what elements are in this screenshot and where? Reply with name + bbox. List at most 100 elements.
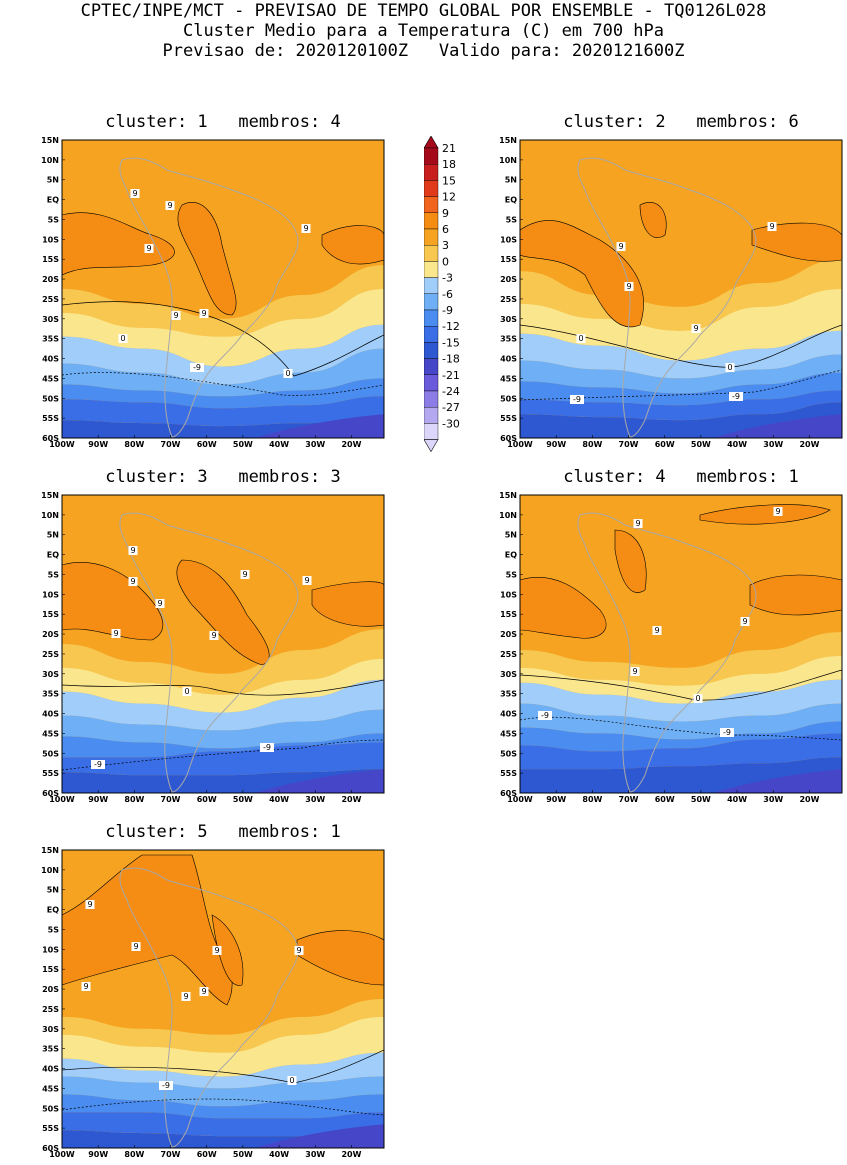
lat-tick-label: 40S (42, 710, 59, 719)
header-line-2: Cluster Medio para a Temperatura (C) em … (182, 21, 665, 41)
contour-label-box (570, 395, 584, 404)
map-svg: 15N 10N 5N EQ 5S 10S 15S 20S 25S 30S 35S 40S 45S 50S 5… (41, 491, 385, 804)
lon-tick-label: 90W (88, 795, 108, 804)
lat-tick-label: 35S (500, 335, 517, 344)
lon-tick-label: 20W (341, 1150, 361, 1159)
band--3 (62, 1052, 384, 1089)
contour-label-box (624, 282, 634, 291)
contour-label-box (720, 728, 734, 737)
contour-label-box (128, 546, 138, 555)
lon-tick-label: 30W (305, 795, 325, 804)
lon-tick-label: 90W (88, 440, 108, 449)
band--12 (62, 1112, 384, 1137)
lon-tick-label: 20W (341, 795, 361, 804)
cluster-2-map: 15N 10N 5N EQ 5S 10S 15S 20S 25S 30S 35S 40S 45S 50S 5… (490, 135, 847, 455)
lat-tick-label: 35S (42, 1045, 59, 1054)
lat-tick-label: 55S (42, 414, 59, 423)
band--9 (62, 1094, 384, 1119)
contour-label-box (131, 942, 141, 951)
lon-tick-label: 30W (763, 795, 783, 804)
band-minus-18 (713, 769, 842, 793)
contour-label-box (144, 244, 154, 253)
colorbar-label: -18 (442, 353, 460, 366)
lat-tick-label: 50S (42, 394, 59, 403)
colorbar-label: -27 (442, 401, 460, 414)
band--6 (62, 1076, 384, 1107)
colorbar-label: -3 (442, 272, 453, 285)
contour-label-box (118, 334, 128, 343)
colorbar-swatch (423, 147, 439, 165)
coastline (577, 157, 757, 438)
lon-tick-label: 90W (88, 1150, 108, 1159)
contour-label: 9 (775, 507, 780, 516)
colorbar-swatch (423, 342, 439, 359)
band-minus-18 (255, 769, 384, 793)
lon-tick-label: 90W (546, 440, 566, 449)
contour-label: 9 (742, 617, 747, 626)
lat-tick-label: 60S (42, 434, 59, 443)
contour-label: 9 (214, 946, 219, 955)
band--9 (62, 378, 384, 409)
lat-tick-label: 10N (499, 156, 517, 165)
contour-label-box (630, 667, 640, 676)
contour-label-box (171, 311, 181, 320)
lat-tick-label: 45S (500, 729, 517, 738)
lat-tick-label: 45S (500, 374, 517, 383)
contour-label-box (212, 946, 222, 955)
lat-tick-label: 5S (506, 215, 518, 224)
contour-label: 9 (618, 242, 623, 251)
band-3 (520, 259, 842, 331)
band--12 (62, 742, 384, 776)
contour-label: -9 (732, 392, 740, 401)
map-frame (61, 139, 385, 439)
warm-9-region (749, 574, 842, 616)
contour-label-box (287, 1076, 297, 1085)
lat-tick-label: EQ (47, 551, 59, 560)
lat-tick-label: 50S (500, 394, 517, 403)
lon-tick-label: 20W (799, 440, 819, 449)
contour-label: 9 (83, 982, 88, 991)
lon-tick-label: 40W (269, 440, 289, 449)
lat-tick-label: 5N (47, 176, 59, 185)
band--9 (62, 733, 384, 758)
lat-tick-label: 60S (42, 789, 59, 798)
contour-label-box (729, 392, 743, 401)
contour-label: -9 (573, 395, 581, 404)
colorbar-swatch (423, 261, 439, 278)
contour-label-box (652, 626, 662, 635)
header-line-3: Previsao de: 2020120100Z Valido para: 20… (162, 41, 685, 61)
lat-tick-label: 15N (499, 491, 517, 500)
contour-0 (62, 679, 384, 696)
colorbar-swatch (423, 277, 439, 294)
contour-label: 9 (635, 519, 640, 528)
contour-label-box (633, 519, 643, 528)
lat-tick-label: 40S (42, 1065, 59, 1074)
lat-tick-label: 10S (500, 235, 517, 244)
band-3 (62, 629, 384, 695)
contour-label: 9 (769, 222, 774, 231)
band--6 (520, 354, 842, 394)
lat-tick-label: 10N (41, 511, 59, 520)
contour-label: 9 (626, 282, 631, 291)
lat-tick-label: 60S (42, 1144, 59, 1153)
lon-tick-label: 50W (691, 795, 711, 804)
warm-9-region (639, 202, 667, 238)
colorbar-label: -24 (442, 385, 460, 398)
band-3 (62, 265, 384, 337)
lat-tick-label: 30S (42, 1025, 59, 1034)
lon-tick-label: 100W (49, 1150, 75, 1159)
lon-tick-label: 70W (619, 795, 639, 804)
lon-tick-label: 50W (233, 1150, 253, 1159)
cluster-2-title: cluster: 2 membros: 6 (563, 112, 799, 132)
lat-tick-label: 30S (500, 315, 517, 324)
colorbar-label: -15 (442, 336, 460, 349)
colorbar-swatch (423, 212, 439, 230)
lon-tick-label: 30W (305, 440, 325, 449)
lat-tick-label: 25S (500, 295, 517, 304)
lon-tick-label: 20W (341, 440, 361, 449)
map-svg: 15N 10N 5N EQ 5S 10S 15S 20S 25S 30S 35S 40S 45S 50S 5… (499, 491, 843, 804)
lat-tick-label: 5N (47, 886, 59, 895)
warm-9-region (62, 562, 164, 641)
contour-label: -9 (723, 728, 731, 737)
lat-tick-label: EQ (505, 196, 517, 205)
